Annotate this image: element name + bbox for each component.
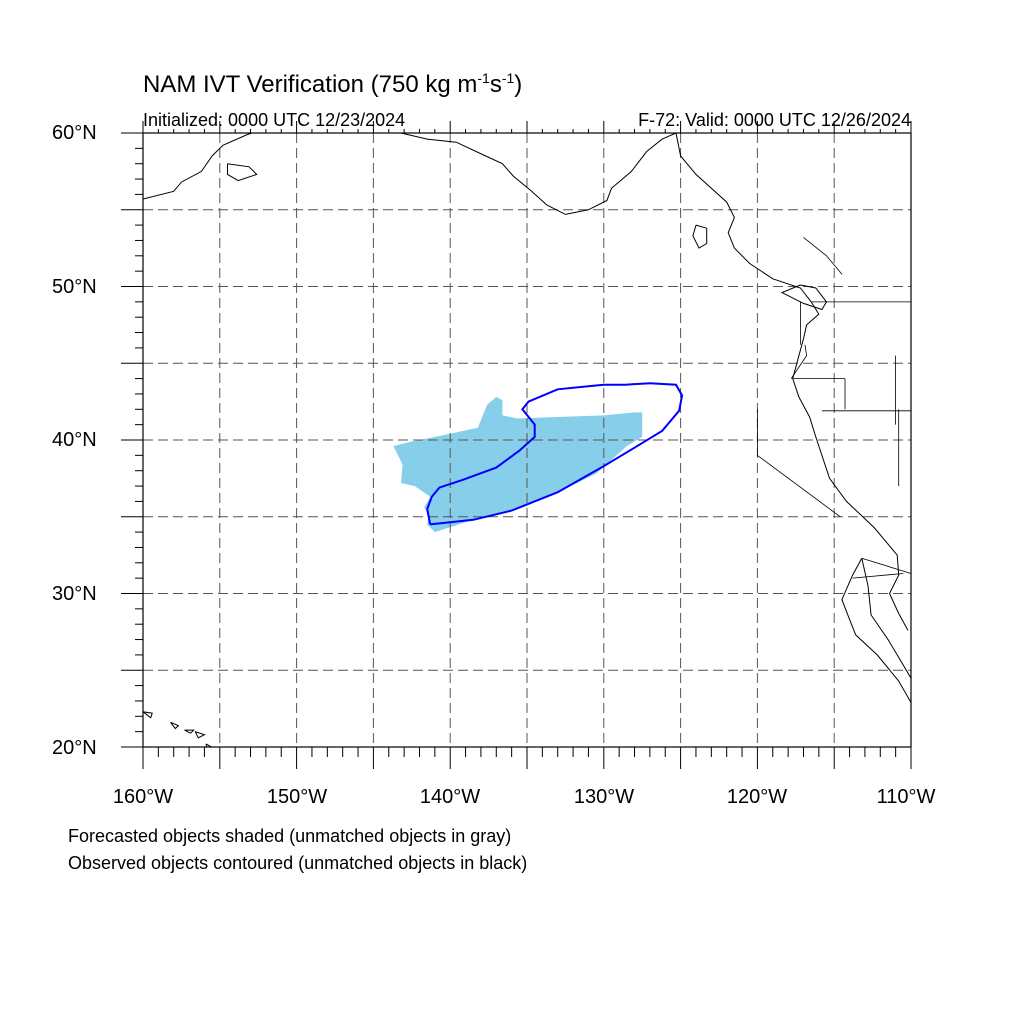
forecast-note: Forecasted objects shaded (unmatched obj… xyxy=(68,826,512,846)
lat-label-30: 30°N xyxy=(52,583,97,605)
title-sup-2: -1 xyxy=(501,70,515,86)
coastline-alaska-panhandle xyxy=(400,133,677,215)
coastline-alaska xyxy=(143,133,253,200)
lon-label-120w: 120°W xyxy=(726,786,788,808)
coastline-hawaii-island xyxy=(194,731,206,739)
lat-label-50: 50°N xyxy=(52,276,97,298)
lon-label-130w: 130°W xyxy=(573,786,635,808)
lon-label-150w: 150°W xyxy=(266,786,328,808)
coastline-vancouver-island xyxy=(780,284,828,311)
valid-label: F-72: Valid: 0000 UTC 12/26/2024 xyxy=(638,110,911,130)
initialized-label: Initialized: 0000 UTC 12/23/2024 xyxy=(143,110,406,130)
coastline-north-america xyxy=(675,133,909,631)
title-sup-1: -1 xyxy=(477,70,490,86)
political-border xyxy=(757,409,841,518)
lon-label-110w: 110°W xyxy=(876,786,936,808)
political-border xyxy=(852,573,904,579)
title-mid: s xyxy=(489,71,502,98)
political-border xyxy=(790,344,808,379)
political-border xyxy=(861,557,911,574)
coastline-hawaii-island xyxy=(184,729,195,734)
forecast-object xyxy=(393,397,643,533)
lat-label-20: 20°N xyxy=(52,737,97,759)
lat-label-60: 60°N xyxy=(52,122,97,144)
coastline-hawaii-island xyxy=(143,711,153,719)
political-border xyxy=(803,237,843,275)
chart-title: NAM IVT Verification (750 kg m-1s-1) xyxy=(143,70,522,99)
coastline-baja xyxy=(841,557,911,704)
coastline-hawaii-island xyxy=(170,721,180,730)
coastline-haida-gwaii xyxy=(692,224,708,249)
title-main: NAM IVT Verification (750 kg m xyxy=(143,71,478,98)
lon-label-140w: 140°W xyxy=(419,786,481,808)
title-end: ) xyxy=(514,71,523,98)
observed-object-contour xyxy=(426,382,684,526)
lat-label-40: 40°N xyxy=(52,429,97,451)
lon-label-160w: 160°W xyxy=(112,786,174,808)
coastline-kodiak xyxy=(227,163,258,182)
observed-note: Observed objects contoured (unmatched ob… xyxy=(68,853,528,873)
